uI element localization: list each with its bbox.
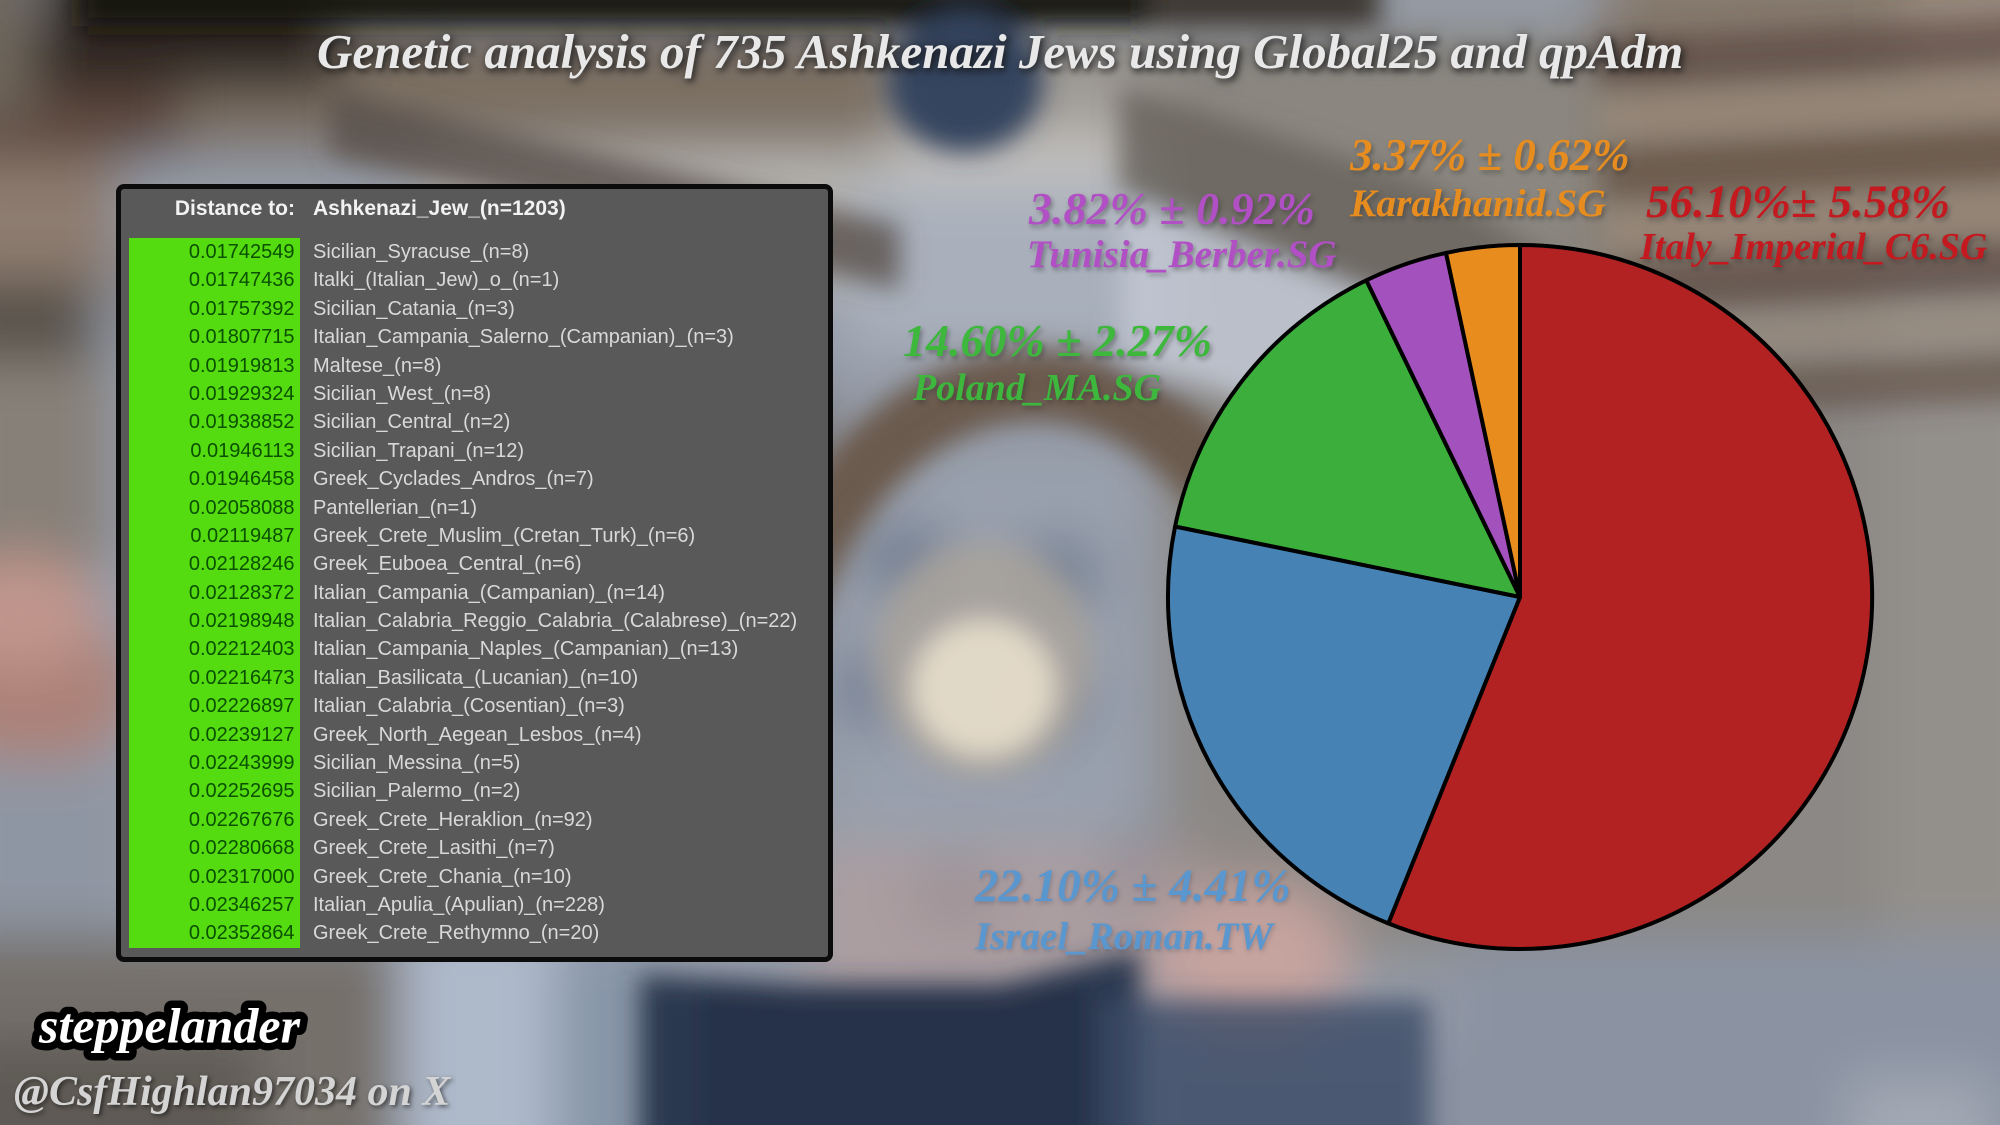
svg-text:steppelander: steppelander (38, 998, 301, 1054)
